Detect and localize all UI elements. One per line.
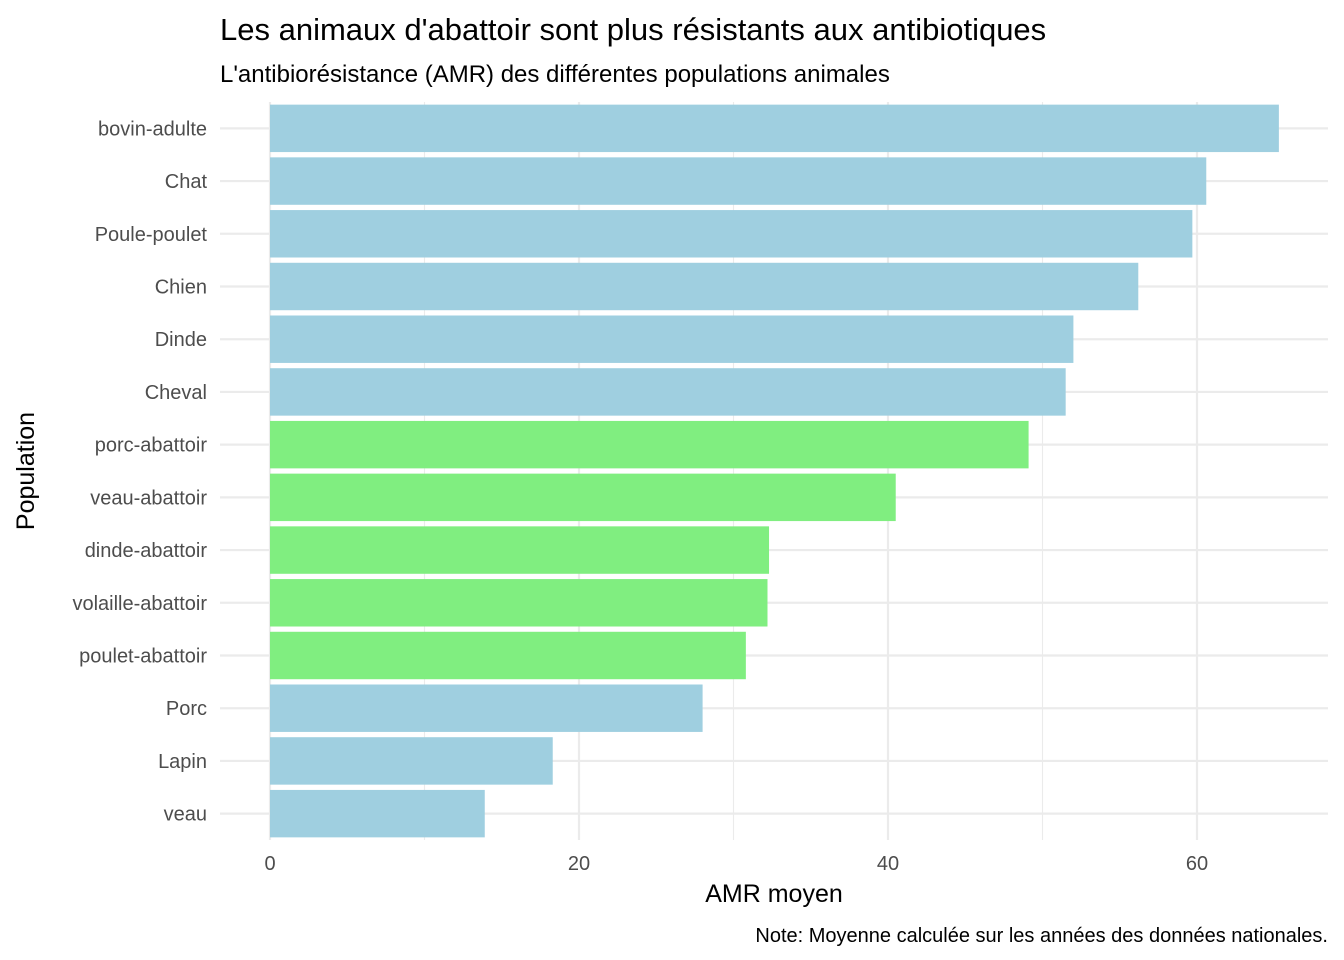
y-tick-label: Lapin <box>158 751 207 773</box>
y-tick-label: Porc <box>166 698 207 720</box>
bar-chat <box>270 157 1207 205</box>
x-axis-tick-labels: 0 20 40 60 <box>264 853 1208 875</box>
y-tick-label: Poule-poulet <box>95 224 208 246</box>
bar-porc-abattoir <box>270 420 1029 469</box>
y-tick-label: bovin-adulte <box>98 118 207 140</box>
y-tick-label: Chat <box>165 171 208 193</box>
x-tick-label: 0 <box>264 853 275 875</box>
bar-veau-abattoir <box>270 473 896 522</box>
y-tick-label: veau <box>164 804 207 826</box>
y-tick-label: dinde-abattoir <box>85 540 208 562</box>
x-tick-label: 60 <box>1186 853 1208 875</box>
chart-caption: Note: Moyenne calculée sur les années de… <box>755 925 1328 947</box>
y-tick-label: veau-abattoir <box>90 487 207 509</box>
x-tick-label: 20 <box>568 853 590 875</box>
bar-porc <box>270 684 703 732</box>
bar-chien <box>270 262 1139 311</box>
bar-cheval <box>270 368 1066 416</box>
bar-dinde-abattoir <box>270 526 770 574</box>
bar-bovin-adulte <box>270 104 1279 153</box>
y-tick-label: Chien <box>155 277 207 299</box>
bar-poule-poulet <box>270 210 1193 258</box>
chart-subtitle: L'antibiorésistance (AMR) des différente… <box>220 61 890 88</box>
x-tick-label: 40 <box>877 853 899 875</box>
bars <box>270 104 1279 838</box>
y-tick-label: Dinde <box>155 329 207 351</box>
y-axis-tick-labels: bovin-adulte Chat Poule-poulet Chien Dinde Ch… <box>72 118 207 825</box>
bar-volaille-abattoir <box>270 579 768 627</box>
y-tick-label: volaille-abattoir <box>72 593 207 615</box>
y-tick-label: poulet-abattoir <box>79 646 207 668</box>
y-tick-label: porc-abattoir <box>95 435 208 457</box>
bar-lapin <box>270 737 553 785</box>
x-axis-title: AMR moyen <box>705 880 843 908</box>
bar-poulet-abattoir <box>270 631 746 680</box>
y-tick-label: Cheval <box>145 382 207 404</box>
bar-veau <box>270 789 485 838</box>
bar-dinde <box>270 315 1074 363</box>
chart-title: Les animaux d'abattoir sont plus résista… <box>220 12 1046 47</box>
y-axis-title: Population <box>12 412 40 530</box>
